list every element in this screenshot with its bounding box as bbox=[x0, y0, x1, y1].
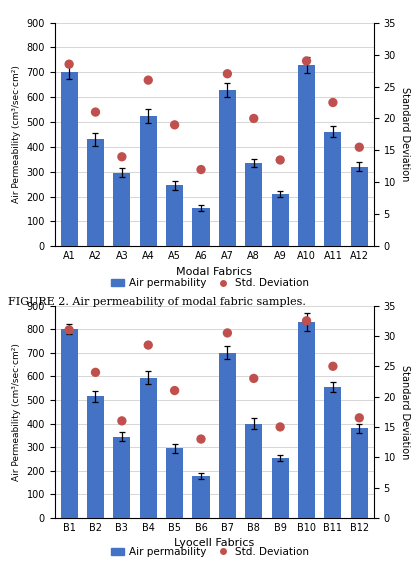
Y-axis label: Standard Deviation: Standard Deviation bbox=[400, 87, 410, 182]
Point bbox=[171, 121, 178, 130]
Point bbox=[277, 422, 284, 431]
Y-axis label: Air Permeability (cm³/sec·cm²): Air Permeability (cm³/sec·cm²) bbox=[12, 66, 21, 203]
Bar bbox=[87, 139, 104, 246]
Legend: Air permability, Std. Deviation: Air permability, Std. Deviation bbox=[107, 543, 313, 561]
Bar bbox=[140, 378, 157, 518]
Point bbox=[171, 386, 178, 395]
Bar bbox=[192, 476, 210, 518]
Point bbox=[145, 341, 152, 350]
Point bbox=[224, 328, 231, 337]
Bar bbox=[219, 90, 236, 246]
Bar bbox=[60, 329, 78, 518]
Y-axis label: Air Permeability (cm³/sec·cm²): Air Permeability (cm³/sec·cm²) bbox=[12, 343, 21, 481]
Bar bbox=[351, 428, 368, 518]
Bar bbox=[272, 458, 289, 518]
Point bbox=[250, 374, 257, 383]
Point bbox=[198, 435, 205, 444]
Point bbox=[145, 76, 152, 85]
Point bbox=[303, 316, 310, 325]
Point bbox=[330, 362, 336, 371]
Point bbox=[66, 59, 73, 68]
Point bbox=[92, 108, 99, 117]
Bar bbox=[219, 353, 236, 518]
Bar bbox=[351, 167, 368, 246]
Bar bbox=[113, 173, 131, 246]
Y-axis label: Standard Deviation: Standard Deviation bbox=[400, 365, 410, 459]
Bar bbox=[298, 65, 315, 246]
Point bbox=[224, 69, 231, 78]
Point bbox=[66, 325, 73, 335]
Bar bbox=[245, 423, 262, 518]
X-axis label: Modal Fabrics: Modal Fabrics bbox=[176, 267, 252, 277]
Point bbox=[198, 165, 205, 174]
Bar bbox=[166, 448, 183, 518]
Bar bbox=[192, 208, 210, 246]
Bar bbox=[60, 72, 78, 246]
Bar bbox=[298, 322, 315, 518]
Bar bbox=[324, 132, 341, 246]
Bar bbox=[140, 116, 157, 246]
Point bbox=[330, 98, 336, 107]
Point bbox=[250, 114, 257, 123]
Bar bbox=[245, 163, 262, 246]
Bar bbox=[113, 436, 131, 518]
Point bbox=[356, 143, 362, 152]
Legend: Air permability, Std. Deviation: Air permability, Std. Deviation bbox=[107, 274, 313, 293]
Bar bbox=[166, 185, 183, 246]
Point bbox=[118, 417, 125, 426]
Bar bbox=[324, 387, 341, 518]
X-axis label: Lyocell Fabrics: Lyocell Fabrics bbox=[174, 538, 255, 548]
Point bbox=[92, 368, 99, 377]
Point bbox=[356, 413, 362, 422]
Bar bbox=[87, 396, 104, 518]
Bar bbox=[272, 194, 289, 246]
Point bbox=[303, 57, 310, 66]
Point bbox=[277, 156, 284, 165]
Point bbox=[118, 152, 125, 161]
Text: FIGURE 2. Air permeability of modal fabric samples.: FIGURE 2. Air permeability of modal fabr… bbox=[8, 297, 306, 307]
